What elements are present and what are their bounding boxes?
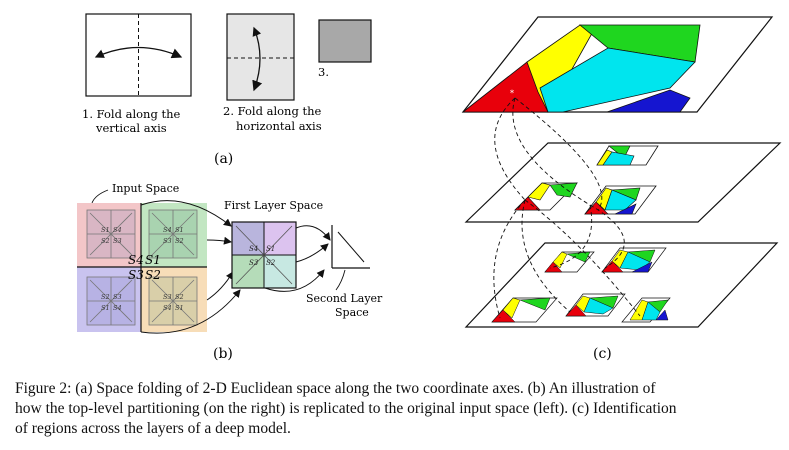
svg-text:S4: S4 [163, 304, 172, 312]
step2-line1: 2. Fold along the [223, 104, 322, 118]
svg-text:S1: S1 [101, 226, 110, 234]
svg-text:S1: S1 [175, 304, 184, 312]
top-region-cyan [539, 47, 696, 113]
input-space-label: Input Space [112, 182, 179, 195]
svg-text:S2: S2 [175, 237, 184, 245]
second-layer-space [331, 225, 370, 269]
center-label-s4: S4 [128, 253, 144, 267]
svg-text:S2: S2 [101, 237, 110, 245]
caption-line-1: Figure 2: (a) Space folding of 2-D Eucli… [15, 380, 656, 397]
svg-text:*: * [510, 89, 514, 98]
panel-b-label: (b) [213, 346, 233, 362]
caption-line-2: how the top-level partitioning (on the r… [15, 400, 677, 417]
svg-text:S3: S3 [163, 293, 172, 301]
center-label-s3: S3 [128, 268, 144, 282]
svg-text:S3: S3 [113, 237, 122, 245]
fold-arrow-vertical [252, 26, 263, 92]
caption-line-3: of regions across the layers of a deep m… [15, 420, 291, 437]
svg-text:S4: S4 [163, 226, 172, 234]
input-space-pointer [91, 189, 109, 204]
svg-text:S4: S4 [249, 245, 258, 253]
fold-arrow-horizontal [94, 46, 183, 59]
svg-text:S4: S4 [113, 226, 122, 234]
svg-text:S4: S4 [113, 304, 122, 312]
svg-text:S2: S2 [175, 293, 184, 301]
step3-label: 3. [318, 65, 329, 79]
svg-text:S2: S2 [101, 293, 110, 301]
svg-text:S1: S1 [175, 226, 184, 234]
svg-text:S3: S3 [163, 237, 172, 245]
center-label-s2: S2 [145, 268, 161, 282]
step2-line2: horizontal axis [236, 119, 322, 133]
second-layer-label-line1: Second Layer [306, 292, 383, 305]
region-correspondence-curves [493, 97, 641, 319]
panel-c: * [461, 16, 782, 362]
panel-a-label: (a) [214, 151, 233, 167]
figure-caption: Figure 2: (a) Space folding of 2-D Eucli… [15, 379, 780, 439]
svg-text:S2: S2 [266, 259, 276, 267]
svg-text:S3: S3 [113, 293, 122, 301]
panel-a: 1. Fold along the vertical axis 2. Fold … [82, 13, 372, 167]
top-region-blue [606, 89, 691, 113]
svg-text:S1: S1 [266, 245, 275, 253]
fully-folded-sheet [318, 19, 372, 63]
step1-line1: 1. Fold along the [82, 107, 181, 121]
first-layer-space-label: First Layer Space [224, 199, 323, 212]
svg-text:S3: S3 [249, 259, 259, 267]
center-label-s1: S1 [145, 253, 161, 267]
second-layer-label-line2: Space [335, 306, 369, 319]
step1-line2: vertical axis [95, 121, 167, 135]
panel-c-label: (c) [593, 346, 612, 362]
svg-text:S1: S1 [101, 304, 110, 312]
